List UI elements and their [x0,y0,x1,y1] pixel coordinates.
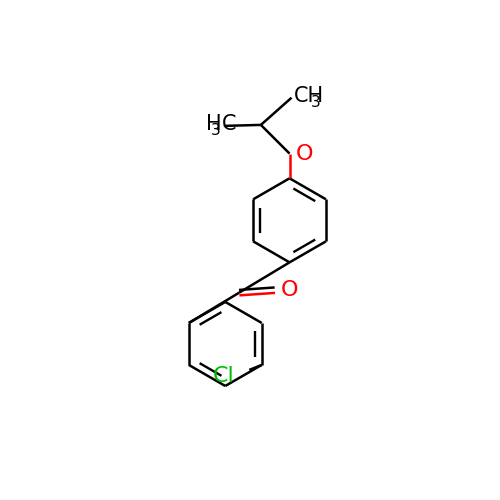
Text: O: O [296,144,313,164]
Text: H: H [206,114,222,134]
Text: Cl: Cl [212,366,234,386]
Text: 3: 3 [312,95,321,110]
Text: C: C [222,114,236,134]
Text: O: O [281,280,298,300]
Text: CH: CH [294,86,324,105]
Text: 3: 3 [211,124,221,138]
